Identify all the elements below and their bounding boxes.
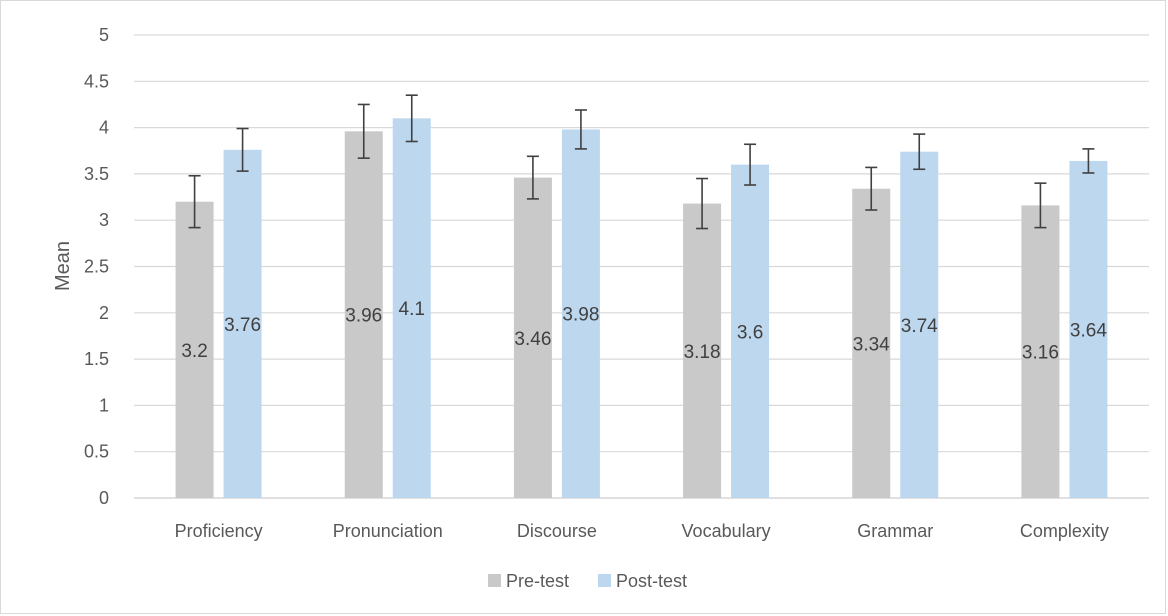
legend: Pre-test Post-test [488,571,687,591]
x-tick-label: Discourse [517,521,597,541]
data-label: 4.1 [399,299,425,320]
bar-post-test-proficiency [223,149,262,498]
bar-pre-test-discourse [513,177,552,498]
data-label: 3.34 [853,334,890,355]
bar-post-test-grammar [900,151,939,498]
y-tick-label: 5 [99,25,109,45]
x-tick-label: Complexity [1020,521,1109,541]
error-bars [188,94,1095,230]
x-tick-label: Pronunciation [333,521,443,541]
bar-post-test-complexity [1069,160,1108,498]
x-tick-label: Proficiency [175,521,263,541]
y-tick-label: 4 [99,118,109,138]
y-axis-title: Mean [52,241,74,291]
bar-pre-test-vocabulary [683,203,722,499]
data-label: 3.96 [345,306,382,327]
y-tick-label: 3.5 [84,164,109,184]
y-tick-label: 4.5 [84,71,109,91]
x-axis-ticks: Proficiency Pronunciation Discourse Vocabul… [175,521,1109,541]
x-tick-label: Grammar [857,521,933,541]
y-tick-label: 0.5 [84,442,109,462]
y-axis-ticks: 0 0.5 1 1.5 2 2.5 3 3.5 4 4.5 5 [84,25,109,508]
legend-label: Post-test [616,571,687,591]
data-label: 3.76 [224,315,261,336]
bar-post-test-pronunciation [392,118,431,498]
legend-swatch-post-test [598,574,611,587]
bar-post-test-discourse [561,129,600,498]
data-labels: 3.2 3.76 3.96 4.1 3.46 3.98 3.18 3.6 3.34 3.74 3.1… [181,299,1107,364]
gridlines [134,34,1149,499]
x-tick-label: Vocabulary [682,521,771,541]
data-label: 3.46 [514,329,551,350]
bar-pre-test-proficiency [175,201,214,498]
y-tick-label: 0 [99,488,109,508]
data-label: 3.2 [181,341,207,362]
y-tick-label: 2 [99,303,109,323]
data-label: 3.6 [737,322,763,343]
y-tick-label: 1 [99,395,109,415]
y-tick-label: 1.5 [84,349,109,369]
data-label: 3.64 [1070,320,1107,341]
data-label: 3.98 [562,305,599,326]
y-tick-label: 3 [99,210,109,230]
bar-pre-test-complexity [1021,205,1060,498]
bar-post-test-vocabulary [731,164,770,498]
data-label: 3.18 [684,342,721,363]
legend-swatch-pre-test [488,574,501,587]
bar-pre-test-grammar [852,188,891,498]
legend-label: Pre-test [506,571,569,591]
y-tick-label: 2.5 [84,257,109,277]
data-label: 3.16 [1022,343,1059,364]
data-label: 3.74 [901,316,938,337]
bar-pre-test-pronunciation [344,131,383,498]
bars [175,118,1108,499]
